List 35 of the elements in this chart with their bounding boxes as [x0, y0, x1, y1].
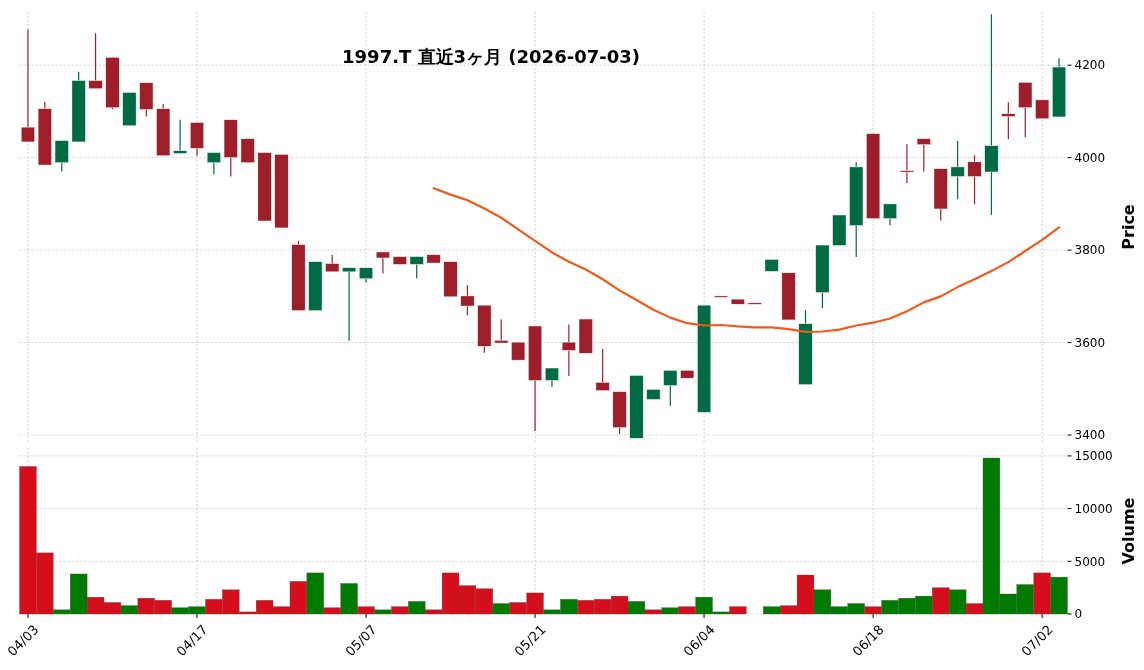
y-tick-label: 15000: [1074, 449, 1113, 464]
y-tick-label: 5000: [1074, 554, 1106, 569]
candlestick: [173, 119, 188, 155]
y-tick-label: 0: [1074, 607, 1083, 622]
candlestick: [375, 251, 390, 274]
candlestick: [460, 284, 475, 316]
y-tick-label: 10000: [1074, 501, 1113, 516]
candlestick: [883, 203, 898, 226]
candlestick: [950, 140, 965, 200]
candlestick: [916, 138, 931, 173]
candlestick: [20, 28, 35, 143]
y-axis-title: Price: [1119, 204, 1138, 250]
y-tick-label: 3800: [1074, 243, 1106, 258]
candlestick: [1035, 99, 1050, 120]
candlestick: [595, 348, 610, 392]
y-tick-label: 3400: [1074, 428, 1106, 443]
candlestick: [663, 369, 678, 407]
candlestick: [409, 255, 424, 279]
text: 1997.T 直近3ヶ月 (2026-07-03): [342, 46, 640, 67]
y-tick-label: 4200: [1074, 58, 1106, 73]
y-tick-label: 3600: [1074, 335, 1106, 350]
candlestick: [544, 367, 559, 388]
candlestick: [494, 318, 509, 344]
candlestick: [88, 32, 103, 90]
y-axis-title: Volume: [1119, 497, 1138, 565]
y-tick-label: 4000: [1074, 150, 1106, 165]
candlestick: [1001, 101, 1016, 140]
candlestick: [206, 151, 221, 175]
candlestick: [899, 143, 914, 184]
candlestick: [342, 267, 357, 342]
candlestick: [561, 323, 576, 377]
candlestick: [54, 139, 69, 173]
candlestick: [511, 341, 526, 361]
line-series: [432, 187, 1061, 334]
candlestick: [967, 154, 982, 205]
